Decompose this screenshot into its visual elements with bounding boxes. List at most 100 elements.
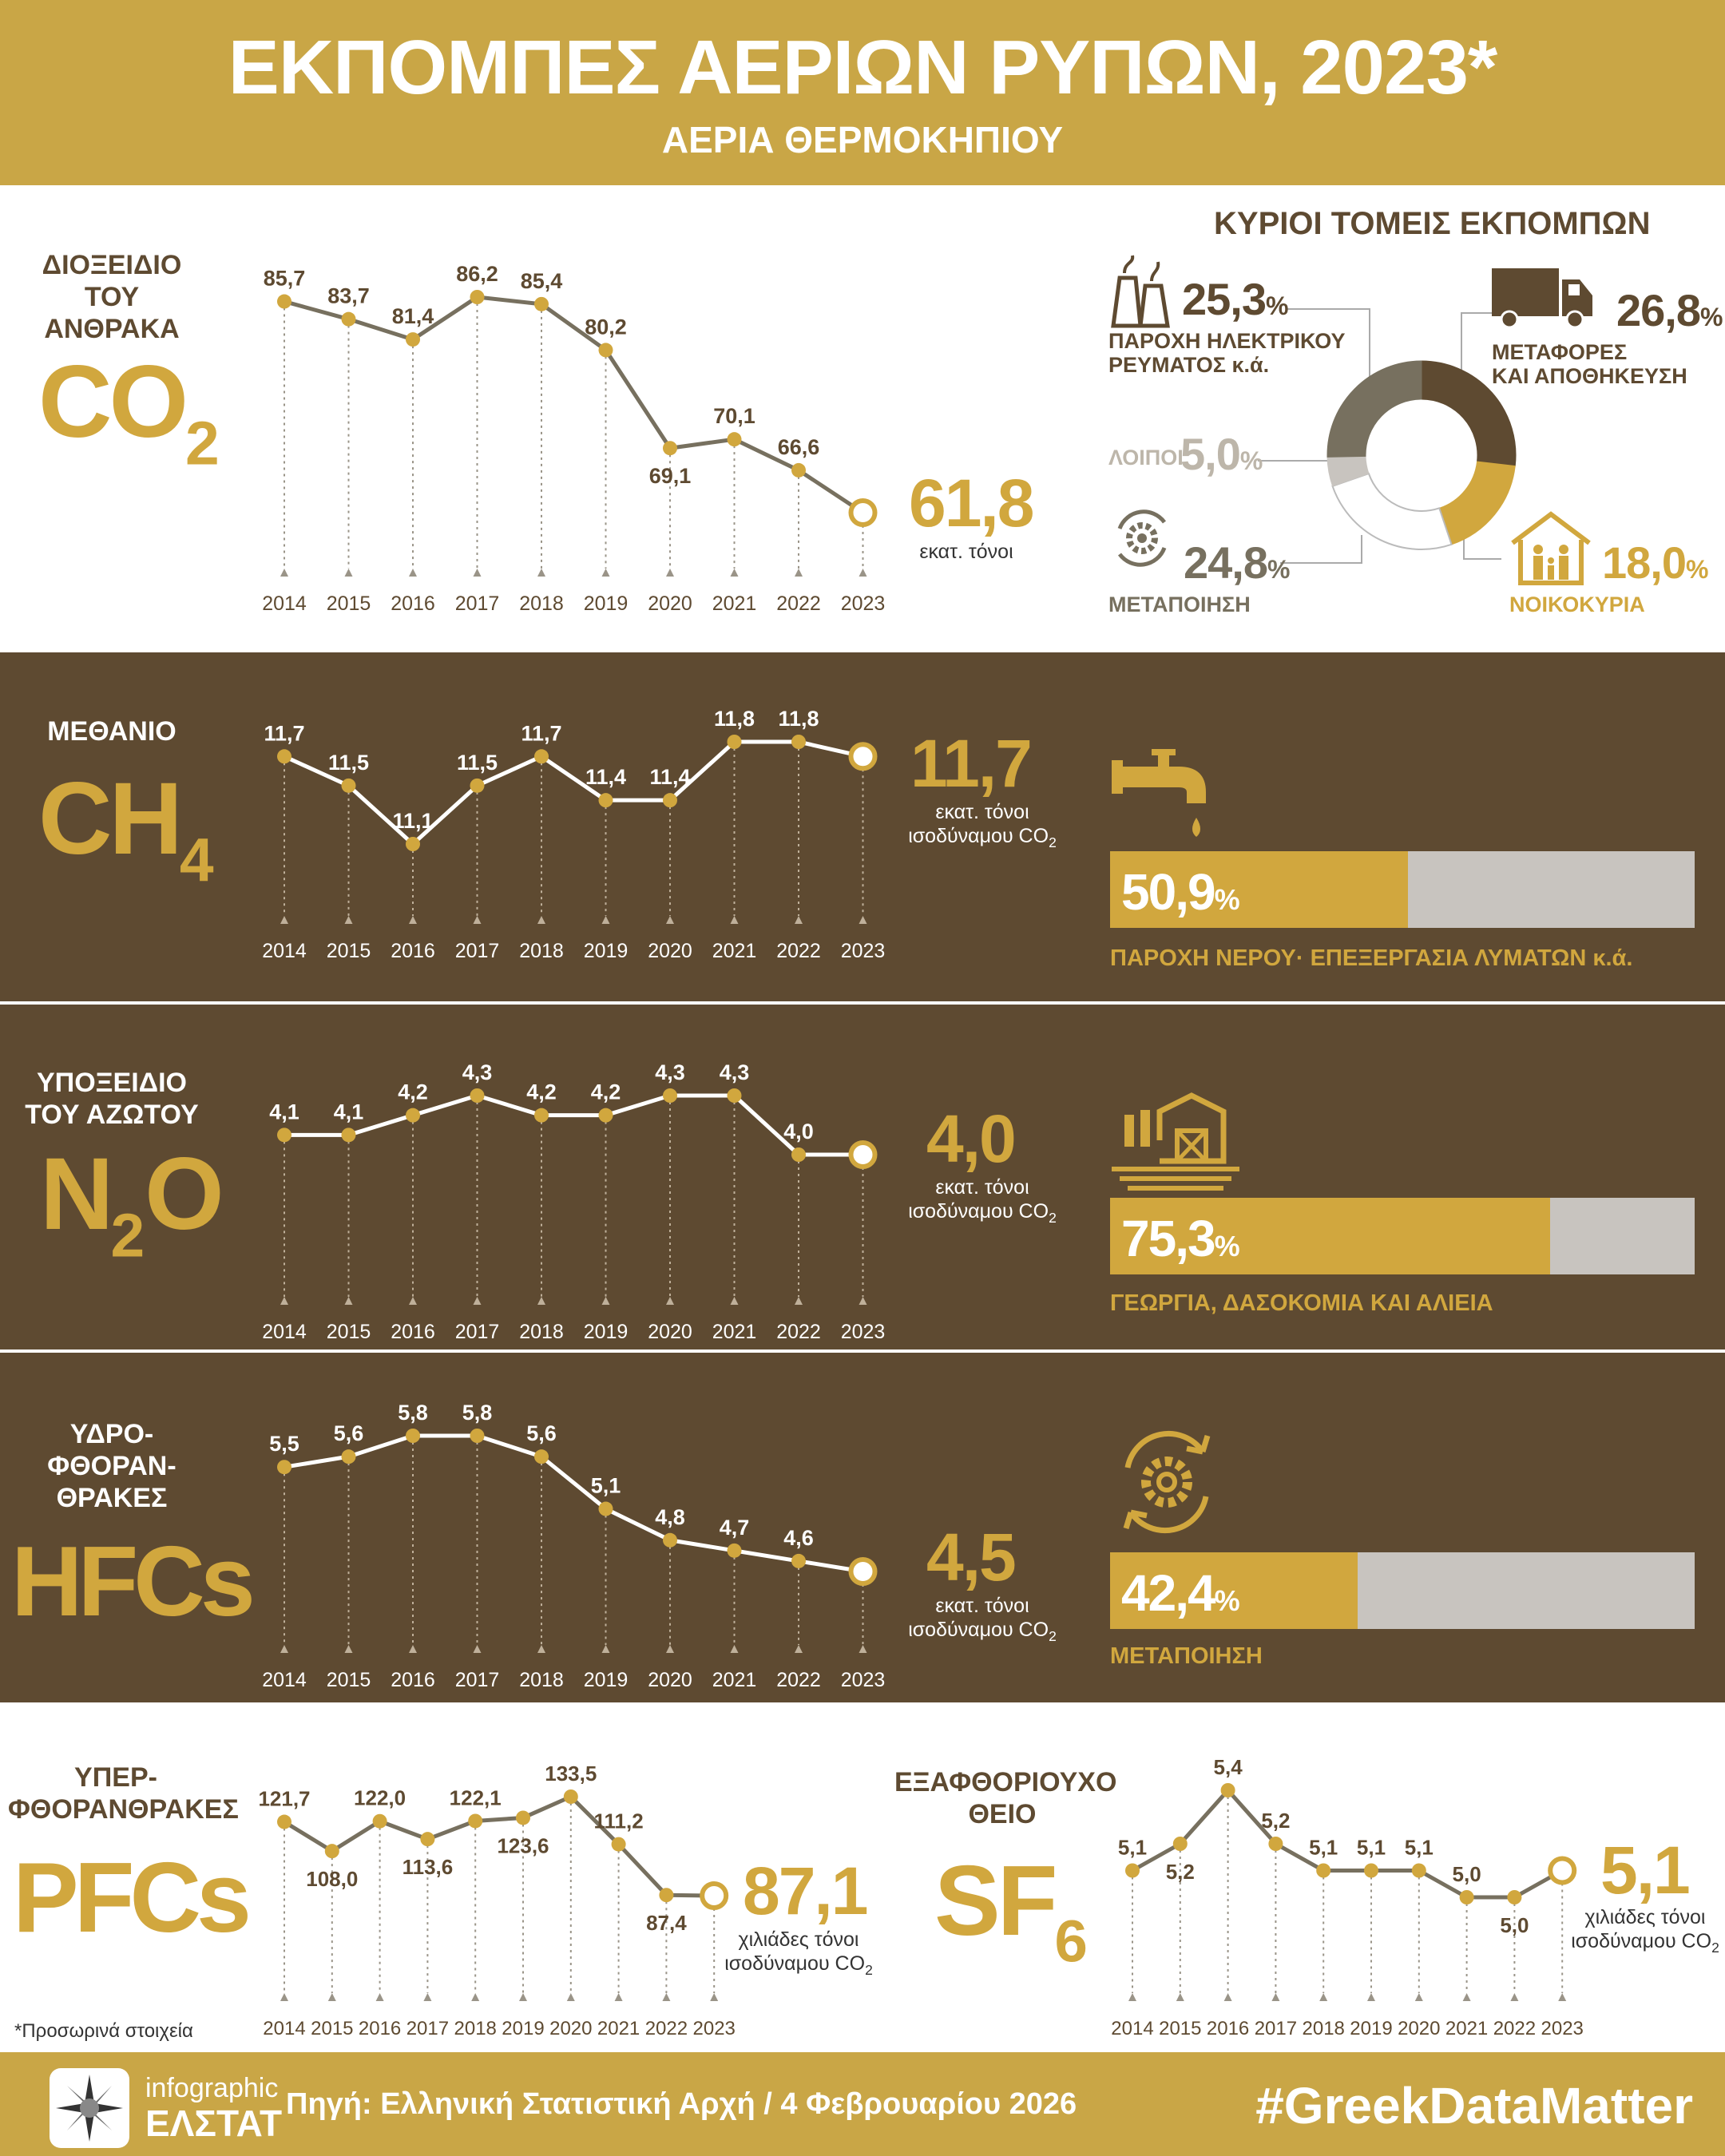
sf6-year-label: 2014	[1111, 2018, 1153, 2039]
hfcs-tick-2020	[666, 1645, 674, 1653]
co2-tick-2022	[795, 569, 803, 577]
pfcs-data-label: 123,6	[497, 1833, 549, 1857]
hfcs-data-label: 4,8	[655, 1505, 685, 1529]
ch4-tick-2015	[344, 916, 353, 924]
sector-households-value: 18,0%	[1602, 537, 1709, 588]
n2o-data-label: 4,0	[783, 1120, 814, 1143]
donut-slice-1	[1438, 461, 1516, 545]
n2o-point	[663, 1088, 677, 1103]
co2-point	[791, 462, 806, 478]
co2-point	[341, 311, 356, 327]
ch4-year-label: 2015	[327, 940, 371, 962]
ch4-tick-2023	[859, 916, 867, 924]
hfcs-year-label: 2023	[841, 1669, 886, 1691]
gear-cycle-icon	[1123, 1430, 1211, 1534]
pfcs-data-label: 113,6	[402, 1855, 454, 1879]
n2o-point-latest	[848, 1140, 878, 1169]
truck-icon	[1492, 268, 1592, 329]
sf6-year-label: 2019	[1350, 2018, 1392, 2039]
co2-tick-2015	[344, 569, 353, 577]
n2o-year-label: 2014	[262, 1321, 307, 1343]
pfcs-year-label: 2016	[359, 2018, 401, 2039]
pfcs-year-label: 2021	[597, 2018, 640, 2039]
footnote: *Προσωρινά στοιχεία	[14, 2020, 193, 2042]
hfcs-tick-2019	[601, 1645, 610, 1653]
pfcs-year-label: 2020	[549, 2018, 592, 2039]
pfcs-tick-2016	[375, 1993, 384, 2001]
ch4-tick-2021	[730, 916, 739, 924]
sf6-point	[1507, 1890, 1522, 1904]
ch4-year-label: 2016	[391, 940, 435, 962]
hfcs-tick-2017	[473, 1645, 482, 1653]
sf6-year-label: 2015	[1159, 2018, 1201, 2039]
pfcs-value: 87,1	[743, 1853, 868, 1928]
n2o-tick-2023	[859, 1297, 867, 1305]
pfcs-name: ΥΠΕΡ- ΦΘΟΡΑΝΘΡΑΚΕΣ	[8, 1762, 239, 1825]
page-title: ΕΚΠΟΜΠΕΣ ΑΕΡΙΩΝ ΡΥΠΩΝ, 2023*	[228, 25, 1497, 110]
sf6-data-label: 5,1	[1405, 1836, 1434, 1860]
ch4-point	[341, 778, 356, 793]
ch4-tick-2018	[537, 916, 545, 924]
pfcs-year-label: 2017	[406, 2018, 449, 2039]
ch4-point	[406, 837, 420, 851]
ch4-value: 11,7	[910, 726, 1033, 801]
pfcs-tick-2019	[519, 1993, 527, 2001]
pfcs-point-latest	[700, 1881, 729, 1910]
sf6-point	[1364, 1863, 1378, 1878]
co2-point	[663, 441, 677, 456]
n2o-data-label: 4,1	[269, 1100, 299, 1124]
power-plant-icon	[1111, 255, 1170, 328]
pfcs-point	[277, 1814, 291, 1829]
n2o-year-label: 2021	[712, 1321, 757, 1343]
logo-infographic-text: infographic	[145, 2073, 279, 2103]
n2o-point	[470, 1088, 485, 1103]
co2-data-label: 81,4	[392, 304, 434, 328]
co2-series-line	[284, 295, 864, 515]
hfcs-data-label: 5,5	[269, 1432, 299, 1456]
n2o-series-line	[284, 1093, 863, 1157]
n2o-point	[598, 1108, 613, 1123]
sf6-tick-2016	[1223, 1993, 1232, 2001]
ch4-tick-2019	[601, 916, 610, 924]
hfcs-data-label: 5,6	[334, 1421, 364, 1445]
n2o-point	[534, 1108, 549, 1123]
n2o-share-value: 75,3%	[1121, 1210, 1240, 1267]
co2-year-label: 2018	[519, 593, 564, 615]
hfcs-value: 4,5	[926, 1520, 1017, 1595]
pfcs-tick-2015	[327, 1993, 336, 2001]
ch4-point	[727, 735, 742, 749]
hfcs-year-label: 2021	[712, 1669, 757, 1691]
sf6-tick-2020	[1414, 1993, 1423, 2001]
hfcs-year-label: 2017	[455, 1669, 500, 1691]
sectors-title: ΚΥΡΙΟΙ ΤΟΜΕΙΣ ΕΚΠΟΜΠΩΝ	[1214, 206, 1651, 241]
co2-data-label: 80,2	[585, 315, 627, 339]
hfcs-data-label: 5,8	[398, 1401, 428, 1425]
ch4-name: ΜΕΘΑΝΙΟ	[47, 716, 176, 747]
sector-manufacturing-label: ΜΕΤΑΠΟΙΗΣΗ	[1108, 593, 1251, 616]
hfcs-tick-2022	[795, 1645, 803, 1653]
pfcs-data-label: 133,5	[545, 1762, 597, 1785]
co2-year-label: 2015	[327, 593, 371, 615]
sf6-year-label: 2023	[1541, 2018, 1584, 2039]
co2-data-label: 85,7	[264, 267, 306, 291]
co2-formula: CO2	[38, 345, 220, 478]
sf6-data-label: 5,0	[1500, 1913, 1529, 1937]
sf6-data-label: 5,2	[1261, 1809, 1290, 1833]
pfcs-point	[468, 1813, 483, 1829]
hfcs-year-label: 2018	[519, 1669, 564, 1691]
source-text: Πηγή: Ελληνική Στατιστική Αρχή / 4 Φεβρο…	[286, 2087, 1077, 2121]
pfcs-year-label: 2014	[263, 2018, 305, 2039]
hfcs-point	[406, 1429, 420, 1443]
sf6-tick-2021	[1462, 1993, 1471, 2001]
co2-point	[727, 432, 742, 447]
hfcs-tick-2015	[344, 1645, 353, 1653]
co2-tick-2021	[730, 569, 739, 577]
sf6-tick-2014	[1128, 1993, 1136, 2001]
sf6-point	[1411, 1863, 1426, 1878]
ch4-point	[791, 735, 806, 749]
pfcs-formula: PFCs	[13, 1843, 252, 1953]
hfcs-tick-2023	[859, 1645, 867, 1653]
n2o-data-label: 4,2	[591, 1080, 621, 1104]
hfcs-point	[727, 1543, 742, 1558]
hashtag: #GreekDataMatter	[1255, 2077, 1693, 2134]
